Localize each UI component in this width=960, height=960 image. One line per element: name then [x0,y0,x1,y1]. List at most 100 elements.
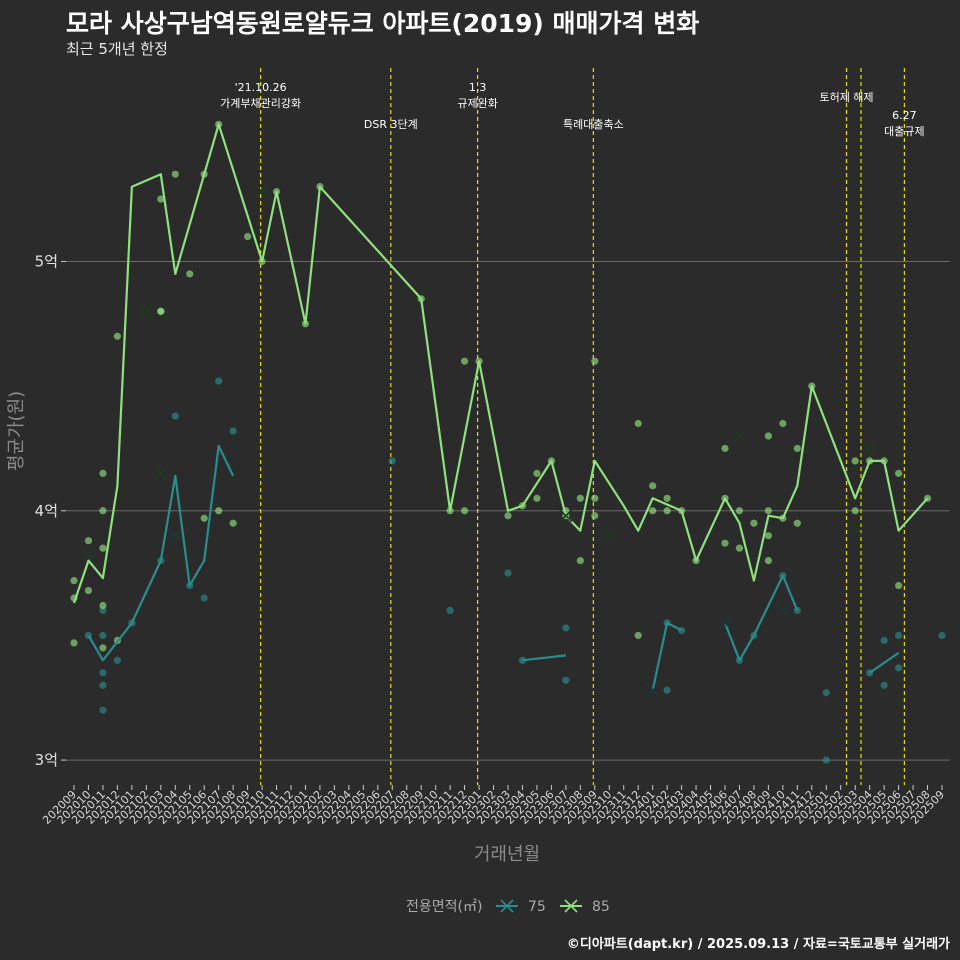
policy-annotation: 가계부채관리강화 [220,97,301,110]
data-point-75 [895,664,903,672]
cross-marker-75 [776,603,790,618]
data-point-85 [99,544,107,552]
data-point-75 [446,606,454,615]
cross-marker-85 [139,304,153,318]
data-point-75 [518,656,527,664]
data-point-75 [504,569,512,577]
data-point-85 [215,507,223,515]
policy-annotation: 토허제 해제 [819,90,873,104]
data-point-85 [764,432,773,440]
data-point-75 [388,457,396,465]
data-point-85 [721,539,729,547]
policy-annotation: 대출규제 [884,125,924,138]
data-point-75 [99,631,107,640]
data-point-85 [533,469,541,477]
data-point-85 [99,601,107,610]
data-point-75 [663,686,671,694]
y-axis-title: 평균가(원) [6,391,27,471]
data-point-85 [200,514,208,522]
series-line-75 [651,621,683,691]
y-tick-label: 4억 [35,502,58,520]
cross-marker-85 [154,466,168,480]
data-point-85 [576,557,584,565]
cross-marker-75 [718,616,732,630]
policy-annotation: DSR 3단계 [364,118,418,131]
series-line-75 [869,651,900,674]
data-point-85 [851,507,859,515]
legend-item-85: 85 [560,899,610,915]
data-points [70,120,946,764]
source-caption: ©디아파트(dapt.kr) / 2025.09.13 / 자료=국토교통부 실… [566,937,950,952]
data-point-85 [99,644,107,652]
x-axis: 2020092020102020112020122021012021022021… [40,785,947,827]
chart-subtitle: 최근 5개년 한정 [66,40,168,58]
cross-marker-85 [81,549,96,563]
data-point-75 [562,676,570,684]
data-point-75 [200,594,208,602]
data-point-75 [822,689,830,697]
cross-marker-85 [732,429,747,443]
data-point-75 [171,412,179,420]
legend: 전용면적(㎡) 75 85 [406,899,610,915]
legend-label-75: 75 [528,899,546,915]
series-lines [72,123,929,691]
series-line-75 [87,444,235,662]
data-point-75 [99,606,107,615]
data-point-85 [895,469,903,477]
data-point-75 [215,377,223,385]
cross-marker-85 [848,521,862,535]
x-axis-title: 거래년월 [474,844,540,865]
data-point-75 [895,631,903,640]
cross-marker-85 [559,509,573,523]
data-point-75 [99,681,107,689]
data-point-75 [880,636,888,645]
data-point-85 [186,270,194,278]
data-point-85 [851,457,859,465]
y-tick-label: 3억 [35,751,58,769]
data-point-85 [634,419,642,428]
data-point-85 [229,519,237,527]
data-point-85 [649,482,657,490]
data-point-85 [735,544,744,552]
policy-annotation: 1.3 [469,81,487,94]
data-point-85 [171,170,179,178]
data-point-85 [764,532,773,540]
data-point-75 [99,706,107,714]
data-point-85 [113,332,121,340]
data-point-85 [461,357,469,365]
cross-marker-85 [255,185,269,199]
data-point-75 [229,427,237,435]
data-point-75 [880,681,888,689]
data-point-85 [750,519,758,527]
data-point-85 [576,494,584,502]
legend-label-85: 85 [592,899,610,915]
data-point-85 [84,537,93,545]
data-point-85 [591,512,599,520]
data-point-85 [461,507,469,515]
data-point-85 [157,195,165,203]
data-point-85 [504,512,512,520]
data-point-85 [721,444,729,453]
policy-annotation: 특례대출축소 [563,118,624,131]
data-point-75 [99,669,107,677]
cross-marker-85 [863,441,877,455]
data-point-85 [99,507,107,515]
legend-title: 전용면적(㎡) [406,899,482,915]
data-point-85 [764,557,773,565]
data-point-85 [634,631,642,640]
data-point-85 [591,357,599,365]
data-point-85 [895,581,903,590]
data-point-85 [99,469,107,477]
data-point-85 [70,576,78,585]
data-point-85 [663,507,671,515]
data-point-85 [779,419,787,428]
policy-annotation: 6.27 [892,109,917,122]
legend-item-75: 75 [496,899,546,915]
data-point-85 [764,507,773,515]
data-point-85 [70,639,78,647]
y-tick-label: 5억 [35,252,58,270]
y-axis: 3억 4억 5억 [35,252,66,769]
chart-title: 모라 사상구남역동원로얄듀크 아파트(2019) 매매가격 변화 [66,9,700,38]
